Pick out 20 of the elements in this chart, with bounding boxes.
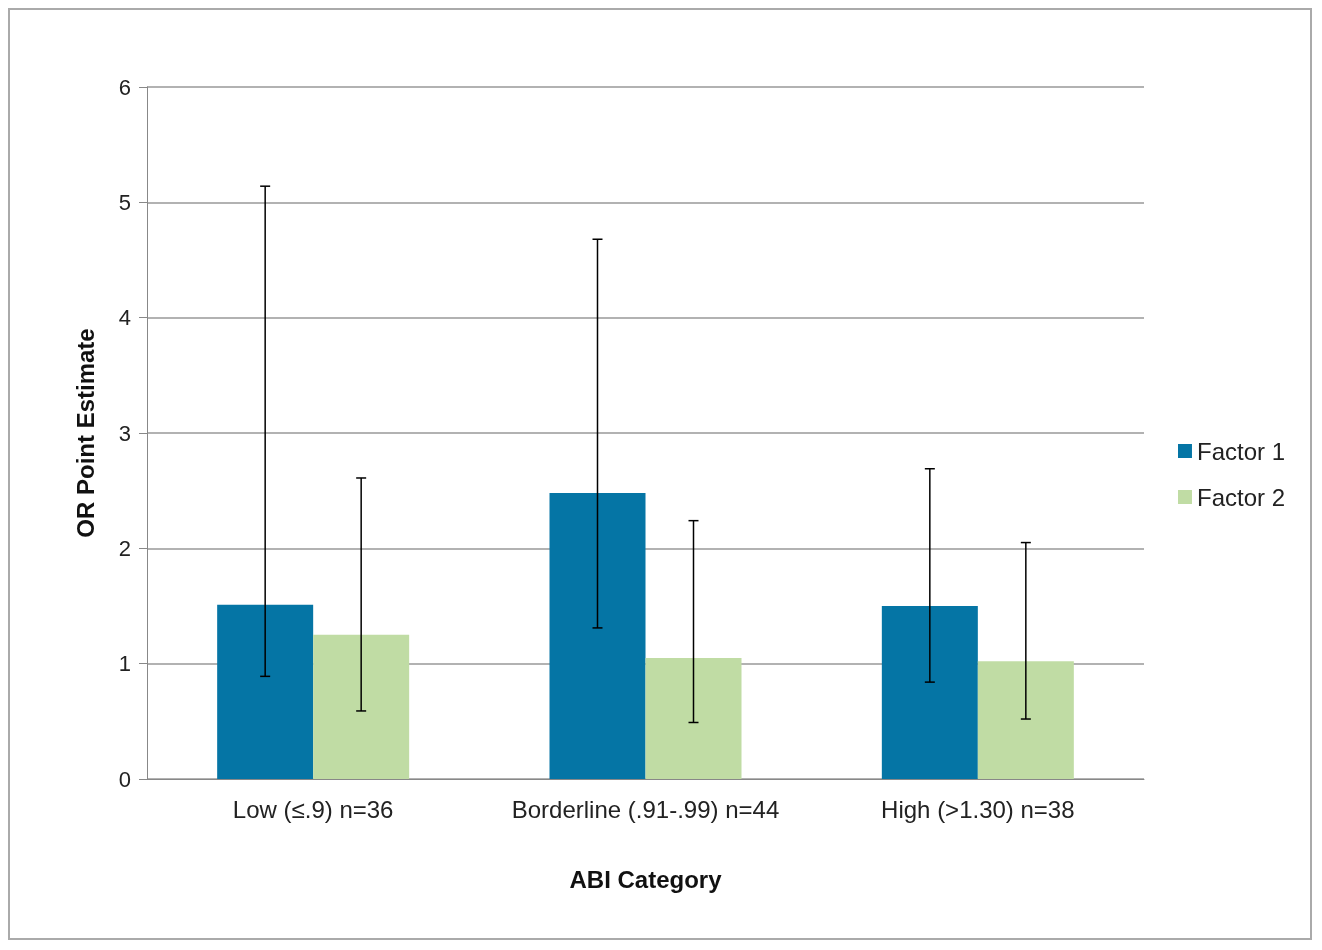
y-tick-label: 0 bbox=[118, 766, 131, 792]
x-tick-label: High (>1.30) n=38 bbox=[881, 795, 1075, 823]
x-tick-label: Low (≤.9) n=36 bbox=[232, 795, 394, 823]
y-tick-label: 1 bbox=[118, 651, 131, 677]
bar bbox=[645, 657, 742, 779]
y-tick-label: 6 bbox=[118, 74, 131, 100]
y-tick-label: 4 bbox=[118, 305, 131, 331]
y-tick-label: 2 bbox=[118, 535, 131, 561]
y-tick-label: 3 bbox=[118, 420, 131, 446]
bar bbox=[881, 606, 978, 779]
y-tick-label: 5 bbox=[118, 189, 131, 215]
bar bbox=[977, 661, 1074, 779]
bar bbox=[549, 492, 646, 779]
bar bbox=[217, 604, 314, 779]
x-tick-label: Borderline (.91-.99) n=44 bbox=[511, 795, 780, 823]
legend-label: Factor 2 bbox=[1196, 483, 1285, 511]
legend-label: Factor 1 bbox=[1196, 437, 1285, 465]
bar bbox=[313, 634, 410, 779]
x-axis-title: ABI Category bbox=[569, 865, 723, 893]
y-axis-title: OR Point Estimate bbox=[71, 328, 99, 538]
